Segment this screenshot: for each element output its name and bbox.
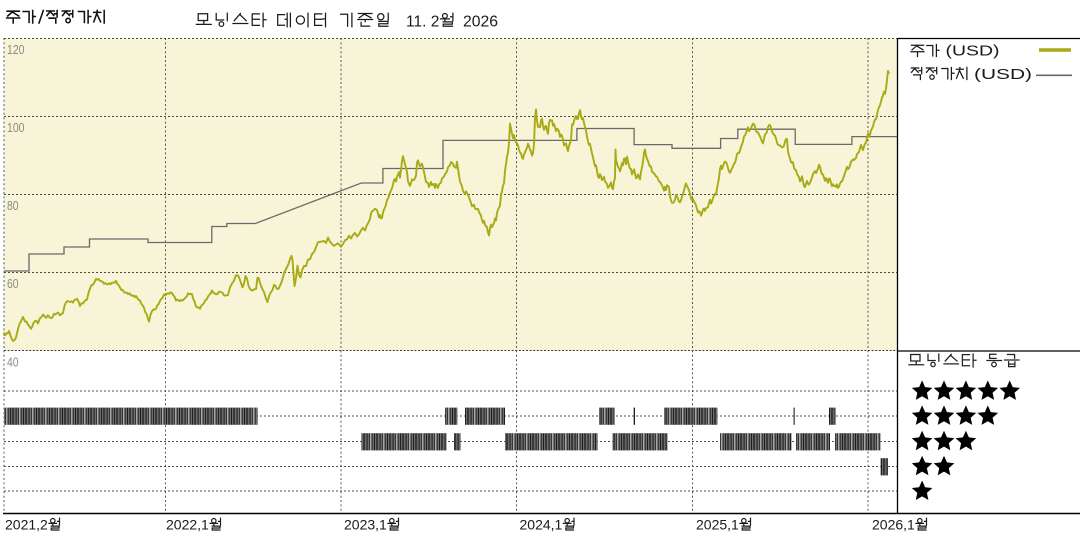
svg-text:2021,2: 2021,2 (5, 517, 48, 533)
svg-text:2025,1: 2025,1 (696, 517, 739, 533)
svg-text:100: 100 (7, 120, 25, 135)
svg-text:2026,1: 2026,1 (872, 517, 915, 533)
svg-text:11. 2: 11. 2 (406, 14, 439, 31)
svg-text:(USD): (USD) (974, 67, 1032, 83)
svg-text:2023,1: 2023,1 (344, 517, 387, 533)
svg-text:2026: 2026 (463, 14, 498, 31)
svg-text:80: 80 (7, 198, 19, 213)
svg-text:2024,1: 2024,1 (520, 517, 563, 533)
svg-text:40: 40 (7, 355, 19, 370)
svg-text:(USD): (USD) (946, 44, 1000, 60)
svg-text:120: 120 (7, 42, 25, 57)
svg-text:2022,1: 2022,1 (166, 517, 209, 533)
svg-text:60: 60 (7, 276, 19, 291)
